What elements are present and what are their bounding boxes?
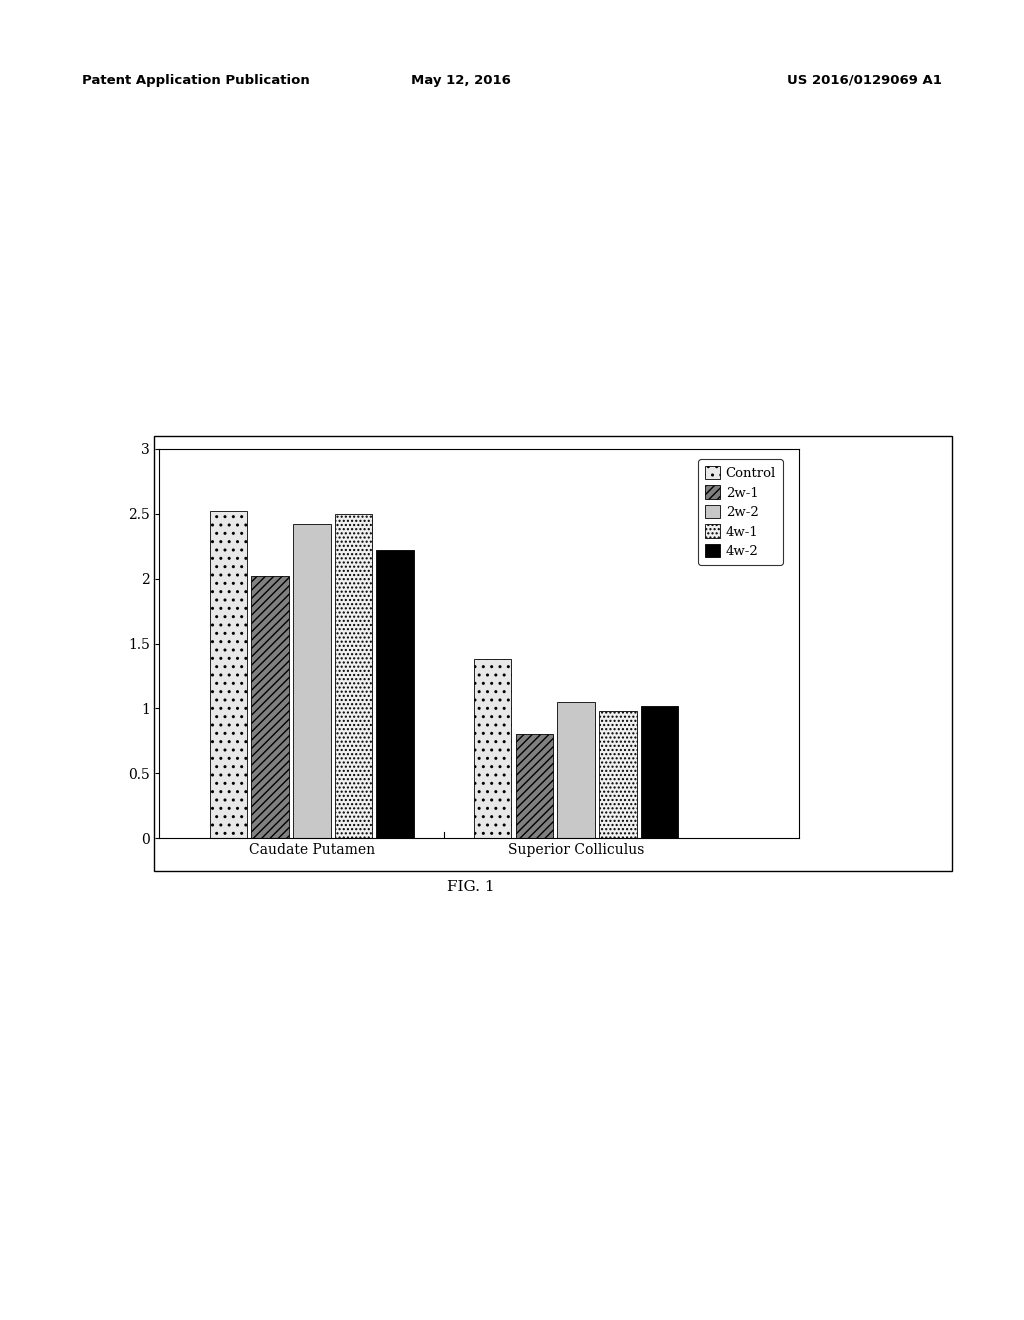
- Legend: Control, 2w-1, 2w-2, 4w-1, 4w-2: Control, 2w-1, 2w-2, 4w-1, 4w-2: [698, 459, 782, 565]
- Bar: [557, 702, 595, 838]
- Bar: [599, 711, 637, 838]
- Bar: [210, 511, 247, 838]
- Bar: [293, 524, 331, 838]
- Bar: [335, 513, 373, 838]
- Bar: [516, 734, 553, 838]
- Bar: [377, 550, 414, 838]
- Bar: [251, 576, 289, 838]
- Text: FIG. 1: FIG. 1: [447, 880, 495, 895]
- Bar: [474, 659, 511, 838]
- Bar: [641, 706, 678, 838]
- Text: US 2016/0129069 A1: US 2016/0129069 A1: [787, 74, 942, 87]
- Text: Patent Application Publication: Patent Application Publication: [82, 74, 309, 87]
- Text: May 12, 2016: May 12, 2016: [411, 74, 511, 87]
